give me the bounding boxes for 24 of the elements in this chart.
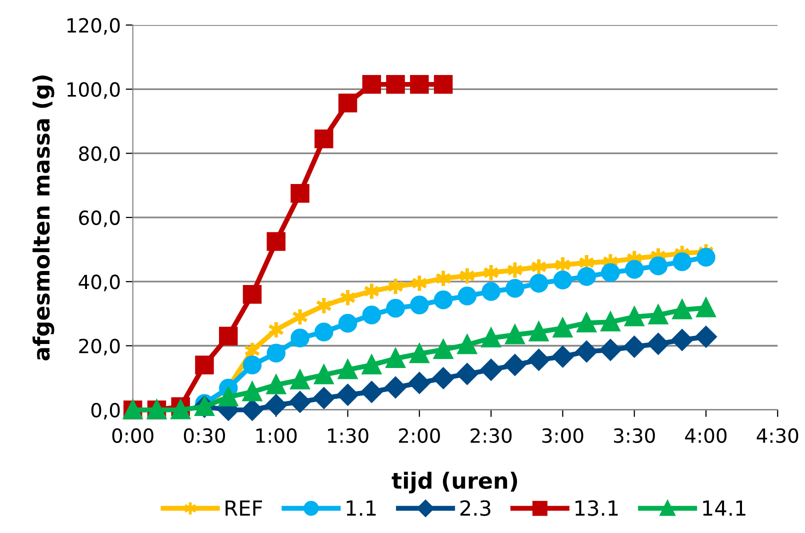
legend-label: 1.1: [346, 500, 376, 516]
y-tick-label: 120,0: [67, 18, 120, 35]
legend-label: 14.1: [703, 500, 746, 516]
x-tick-label: 4:00: [685, 428, 727, 443]
x-tick-label: 0:30: [184, 428, 226, 443]
x-tick-label: 3:00: [542, 428, 584, 443]
y-tick-label: 100,0: [67, 82, 120, 99]
y-axis-title: afgesmolten massa (g): [32, 76, 54, 360]
x-tick-label: 3:30: [614, 428, 655, 443]
legend-label: 13.1: [576, 500, 618, 516]
x-tick-label: 4:30: [756, 428, 798, 443]
y-tick-label: 80,0: [79, 146, 120, 163]
legend-label: REF: [226, 500, 262, 516]
y-tick-label: 0,0: [91, 402, 120, 420]
legend-label: 2.3: [460, 500, 490, 516]
y-tick-label: 20,0: [79, 338, 120, 356]
y-tick-label: 60,0: [79, 210, 120, 228]
x-tick-label: 0:00: [112, 428, 154, 443]
x-tick-label: 1:30: [328, 428, 368, 443]
x-axis-title: tijd (uren): [392, 472, 518, 494]
x-tick-label: 2:30: [470, 428, 512, 443]
x-tick-label: 2:00: [398, 428, 440, 443]
x-tick-label: 1:00: [256, 428, 297, 443]
y-tick-label: 40,0: [78, 274, 120, 292]
